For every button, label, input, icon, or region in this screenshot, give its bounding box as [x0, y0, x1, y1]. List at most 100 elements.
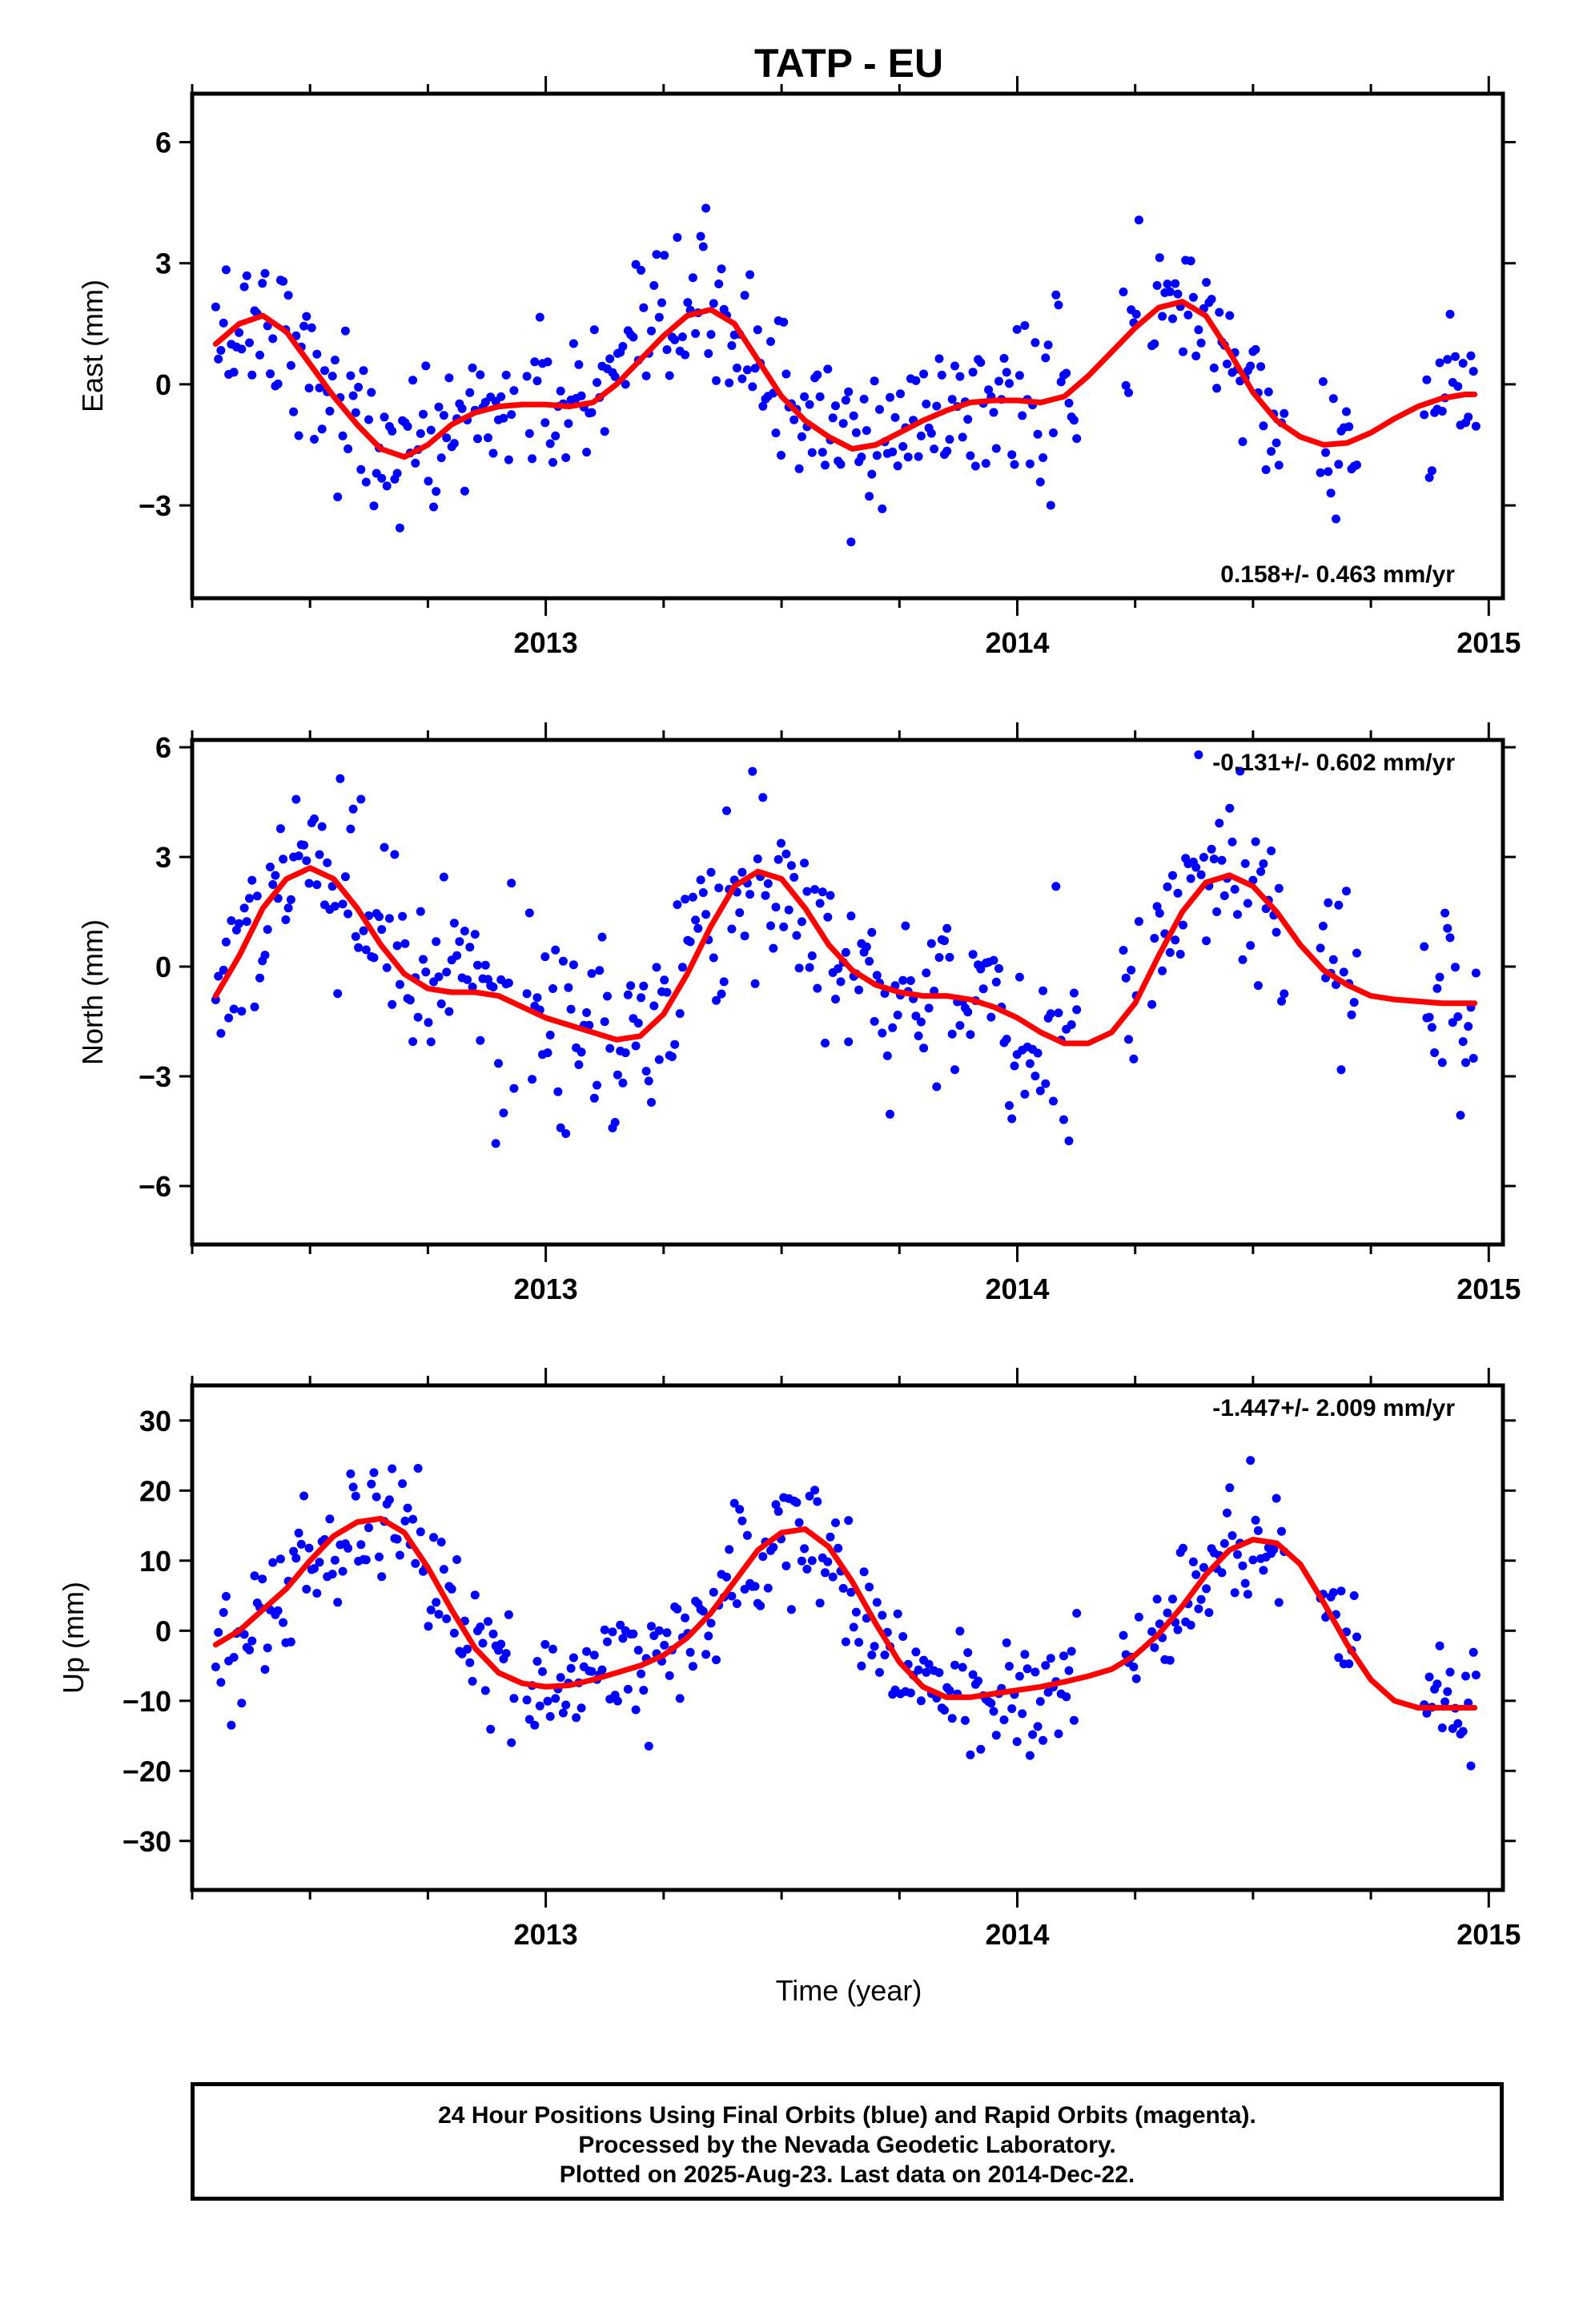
data-point-north	[348, 804, 358, 814]
data-point-up	[551, 1694, 560, 1703]
data-point-east	[380, 412, 389, 422]
data-point-east	[530, 357, 540, 367]
data-point-north	[810, 885, 820, 895]
data-point-north	[1067, 1020, 1076, 1029]
data-point-east	[310, 435, 319, 444]
data-point-north	[416, 907, 425, 916]
data-point-east	[294, 431, 303, 440]
data-point-north	[673, 900, 682, 910]
data-point-north	[893, 1011, 902, 1019]
data-point-north	[333, 989, 343, 999]
data-point-north	[1458, 1037, 1468, 1047]
data-point-north	[966, 1030, 975, 1039]
data-point-north	[1427, 1023, 1436, 1032]
data-point-up	[327, 1570, 337, 1579]
data-point-north	[532, 993, 542, 1003]
data-point-east	[1168, 314, 1177, 324]
data-point-up	[991, 1731, 1001, 1740]
data-point-east	[330, 356, 339, 365]
data-point-up	[644, 1741, 653, 1751]
data-point-north	[247, 875, 257, 885]
caption-line-1: 24 Hour Positions Using Final Orbits (bl…	[438, 2102, 1256, 2129]
data-point-north	[841, 947, 850, 957]
data-point-north	[398, 911, 408, 921]
data-point-up	[851, 1607, 861, 1617]
data-point-north	[709, 953, 718, 963]
data-point-up	[296, 1539, 306, 1549]
data-point-north	[224, 1013, 234, 1023]
data-point-north	[574, 1060, 584, 1069]
data-point-north	[844, 1037, 854, 1047]
data-point-east	[777, 451, 785, 460]
data-point-north	[1243, 899, 1252, 908]
data-point-north	[919, 1043, 929, 1053]
data-point-north	[452, 951, 462, 960]
data-point-east	[1261, 465, 1271, 474]
data-point-north	[436, 999, 446, 1008]
data-point-east	[968, 368, 978, 377]
data-point-up	[934, 1668, 944, 1678]
data-point-east	[1018, 411, 1027, 420]
data-point-north	[548, 984, 557, 993]
data-point-east	[649, 281, 659, 290]
data-point-east	[691, 329, 701, 338]
data-point-up	[258, 1574, 267, 1584]
data-point-north	[382, 963, 392, 972]
data-point-north	[558, 956, 568, 966]
data-point-up	[245, 1645, 254, 1655]
data-point-east	[1251, 344, 1260, 354]
y-tick-label-up: 10	[139, 1545, 171, 1578]
data-point-east	[1316, 468, 1325, 477]
data-point-east	[1010, 460, 1019, 469]
data-point-north	[335, 774, 345, 783]
data-point-north	[610, 1118, 620, 1127]
data-point-up	[216, 1678, 226, 1687]
data-point-up	[1119, 1630, 1128, 1640]
data-point-north	[945, 952, 954, 962]
data-point-north	[994, 963, 1003, 973]
data-point-east	[348, 391, 358, 400]
data-point-east	[1352, 460, 1361, 470]
data-point-up	[1458, 1727, 1468, 1736]
data-point-east	[976, 358, 986, 368]
data-point-east	[665, 371, 674, 380]
data-point-up	[849, 1622, 858, 1632]
data-point-east	[677, 332, 687, 342]
data-point-north	[1453, 1012, 1463, 1021]
data-point-north	[989, 955, 998, 965]
data-point-north	[1280, 989, 1289, 999]
data-point-east	[317, 424, 327, 434]
data-point-east	[507, 410, 516, 420]
data-point-north	[934, 953, 944, 963]
data-point-up	[1468, 1647, 1478, 1657]
data-point-east	[1005, 379, 1014, 388]
data-point-up	[408, 1514, 418, 1524]
data-point-east	[419, 409, 428, 419]
data-point-east	[727, 341, 737, 350]
data-point-east	[426, 425, 436, 435]
data-point-up	[400, 1516, 410, 1526]
data-point-up	[561, 1700, 571, 1710]
data-point-east	[800, 392, 810, 401]
data-point-up	[732, 1599, 741, 1608]
data-point-up	[260, 1665, 270, 1675]
rate-label-up: -1.447+/- 2.009 mm/yr	[1212, 1395, 1455, 1421]
data-point-north	[1240, 858, 1250, 868]
data-point-east	[605, 354, 615, 364]
data-point-east	[932, 401, 942, 411]
data-point-up	[1240, 1578, 1250, 1588]
data-point-east	[903, 452, 913, 462]
data-point-up	[831, 1518, 840, 1527]
data-point-up	[613, 1696, 622, 1706]
data-point-east	[543, 357, 552, 367]
figure-title: TATP - EU	[754, 41, 943, 86]
data-point-east	[320, 366, 329, 376]
data-point-up	[1062, 1692, 1071, 1702]
x-tick-label-north: 2013	[514, 1273, 578, 1305]
y-axis-title-east: East (mm)	[76, 279, 109, 412]
data-point-up	[878, 1610, 887, 1620]
data-point-north	[1165, 947, 1175, 957]
data-point-up	[315, 1558, 324, 1567]
data-point-north	[779, 922, 789, 931]
data-point-up	[486, 1724, 496, 1734]
